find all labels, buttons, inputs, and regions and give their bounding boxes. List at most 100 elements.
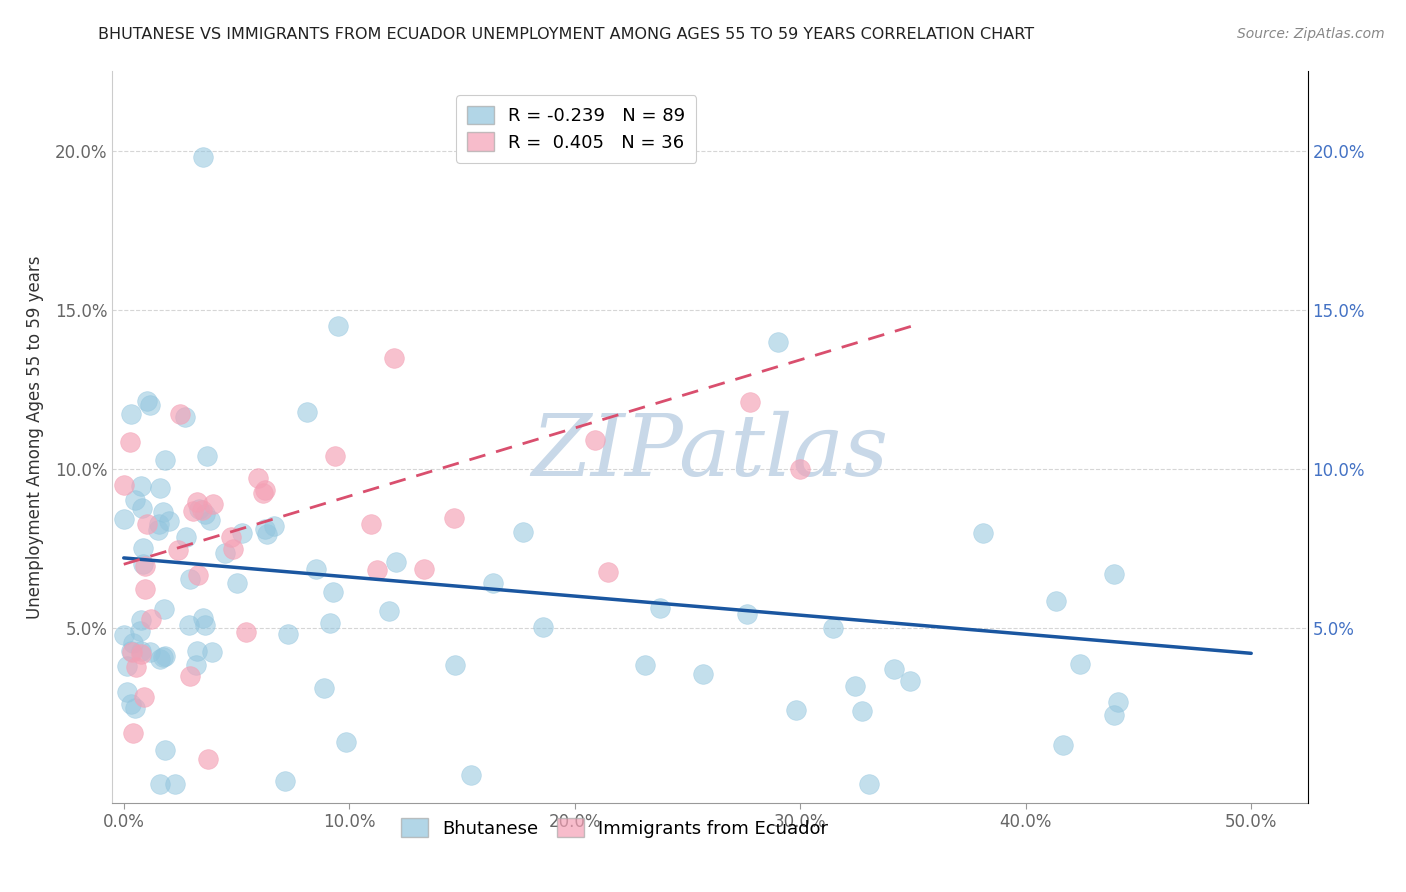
Point — [737, 607, 759, 622]
Point — [253, 483, 276, 498]
Point — [136, 516, 159, 531]
Point — [531, 620, 554, 634]
Point — [321, 585, 343, 599]
Point — [972, 526, 994, 541]
Point — [132, 541, 155, 556]
Text: Source: ZipAtlas.com: Source: ZipAtlas.com — [1237, 27, 1385, 41]
Point — [157, 514, 180, 528]
Point — [129, 647, 152, 661]
Point — [235, 625, 257, 640]
Point — [118, 435, 141, 450]
Point — [1069, 657, 1091, 671]
Point — [149, 777, 172, 791]
Point — [1102, 566, 1125, 581]
Point — [134, 558, 156, 573]
Point — [179, 572, 201, 586]
Point — [443, 511, 465, 525]
Point — [214, 546, 236, 560]
Point — [166, 542, 188, 557]
Point — [174, 410, 197, 425]
Point — [122, 636, 145, 650]
Text: BHUTANESE VS IMMIGRANTS FROM ECUADOR UNEMPLOYMENT AMONG AGES 55 TO 59 YEARS CORR: BHUTANESE VS IMMIGRANTS FROM ECUADOR UNE… — [98, 27, 1035, 42]
Point — [219, 530, 242, 544]
Point — [129, 624, 152, 638]
Point — [163, 777, 186, 791]
Point — [124, 701, 146, 715]
Point — [766, 334, 789, 349]
Point — [844, 679, 866, 693]
Point — [326, 318, 349, 333]
Point — [256, 527, 278, 541]
Point — [117, 658, 139, 673]
Point — [384, 555, 406, 569]
Point — [148, 523, 170, 537]
Point — [174, 530, 197, 544]
Point — [191, 150, 214, 164]
Point — [179, 669, 201, 683]
Point — [1052, 738, 1074, 752]
Point — [254, 522, 277, 536]
Point — [596, 565, 619, 579]
Point — [898, 674, 921, 689]
Point — [252, 485, 274, 500]
Point — [583, 434, 606, 448]
Point — [124, 493, 146, 508]
Point — [120, 407, 142, 421]
Point — [191, 502, 214, 516]
Point — [194, 618, 217, 632]
Point — [134, 582, 156, 596]
Point — [153, 602, 176, 616]
Point — [222, 541, 245, 556]
Point — [412, 562, 434, 576]
Point — [139, 398, 162, 412]
Point — [883, 662, 905, 676]
Point — [634, 658, 657, 673]
Text: ZIPatlas: ZIPatlas — [531, 410, 889, 493]
Point — [851, 705, 873, 719]
Point — [200, 513, 222, 527]
Point — [1107, 695, 1129, 709]
Point — [121, 726, 143, 740]
Point — [129, 644, 152, 658]
Point — [444, 658, 467, 673]
Point — [202, 497, 225, 511]
Point — [141, 612, 163, 626]
Point — [789, 462, 811, 476]
Point — [1353, 700, 1375, 714]
Point — [277, 627, 299, 641]
Point — [152, 649, 174, 664]
Point — [153, 743, 176, 757]
Point — [225, 576, 247, 591]
Point — [148, 516, 170, 531]
Point — [188, 502, 211, 516]
Point — [138, 644, 160, 658]
Point — [181, 504, 204, 518]
Point — [149, 652, 172, 666]
Point — [186, 644, 208, 658]
Point — [785, 703, 807, 717]
Point — [155, 453, 177, 467]
Point — [323, 449, 346, 463]
Point — [512, 525, 534, 540]
Point — [740, 395, 762, 409]
Point — [273, 773, 295, 788]
Point — [121, 645, 143, 659]
Point — [1045, 593, 1067, 607]
Point — [186, 495, 208, 509]
Point — [195, 450, 218, 464]
Point — [460, 768, 482, 782]
Point — [187, 568, 209, 582]
Point — [134, 690, 156, 704]
Point — [131, 614, 153, 628]
Point — [177, 617, 200, 632]
Point — [112, 477, 135, 491]
Point — [149, 481, 172, 495]
Point — [201, 645, 224, 659]
Point — [194, 507, 217, 521]
Point — [112, 628, 135, 642]
Point — [186, 657, 208, 672]
Point — [152, 505, 174, 519]
Point — [482, 576, 505, 591]
Point — [366, 563, 388, 577]
Point — [692, 667, 714, 681]
